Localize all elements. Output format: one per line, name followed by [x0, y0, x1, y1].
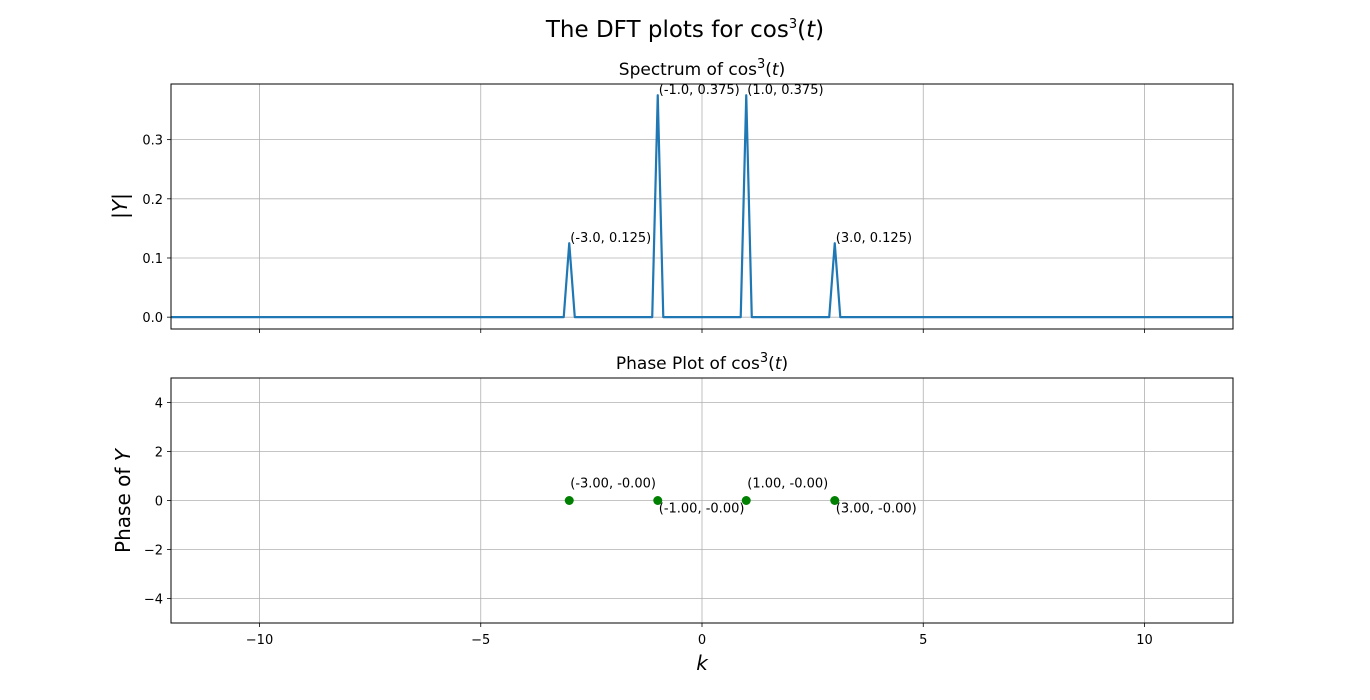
spectrum-line	[171, 94, 1233, 319]
spectrum-peak-label: (-1.0, 0.375)	[659, 83, 740, 98]
spectrum-ylabel: |Y|	[108, 193, 132, 219]
phase-grid	[171, 378, 1233, 623]
phase-axes-frame	[170, 377, 1234, 624]
phase-x-tick-label: −5	[471, 633, 490, 648]
phase-point-label: (-1.00, -0.00)	[659, 502, 745, 517]
phase-y-tick-label: 2	[155, 446, 163, 461]
spectrum-axes-frame	[170, 83, 1234, 330]
phase-xlabel: k	[696, 651, 709, 675]
phase-point	[741, 496, 751, 505]
phase-x-tick-label: 5	[919, 633, 927, 648]
spectrum-title: Spectrum of cos3(t)	[619, 57, 785, 80]
spectrum-peak-label: (1.0, 0.375)	[747, 83, 823, 98]
figure-title: The DFT plots for cos3(t)	[545, 17, 824, 43]
phase-data: (-3.00, -0.00)(-1.00, -0.00)(1.00, -0.00…	[564, 477, 917, 517]
phase-point	[564, 496, 574, 505]
spectrum-y-tick-label: 0.3	[142, 134, 163, 149]
spectrum-y-tick-label: 0.2	[142, 193, 163, 208]
phase-point	[653, 496, 663, 505]
phase-y-tick-label: −4	[144, 593, 163, 608]
phase-ylabel: Phase of Y	[111, 447, 135, 553]
phase-ticks: −10 −5 0 5 10 −4 −2 0 2 4	[144, 397, 1153, 649]
phase-x-tick-label: 0	[698, 633, 706, 648]
phase-point-label: (1.00, -0.00)	[747, 477, 828, 492]
spectrum-y-tick-label: 0.1	[142, 252, 163, 267]
spectrum-grid	[171, 84, 1233, 329]
spectrum-data: (-3.0, 0.125) (-1.0, 0.375) (1.0, 0.375) (3…	[171, 83, 1233, 319]
phase-y-tick-label: −2	[144, 544, 163, 559]
spectrum-ticks: 0.0 0.1 0.2 0.3	[142, 134, 1145, 333]
phase-point	[830, 496, 840, 505]
phase-plot: Phase Plot of cos3(t) −10 −5 0 5 10 −4 −2 0 2 4 (…	[111, 351, 1234, 675]
spectrum-y-tick-label: 0.0	[142, 311, 163, 326]
spectrum-peak-label: (3.0, 0.125)	[836, 231, 912, 246]
spectrum-plot: Spectrum of cos3(t) 0.0 0.1 0.2 0.3 (-3.0, …	[108, 57, 1234, 333]
spectrum-peak-label: (-3.0, 0.125)	[570, 231, 651, 246]
phase-y-tick-label: 0	[155, 495, 163, 510]
phase-point-label: (3.00, -0.00)	[836, 502, 917, 517]
phase-y-tick-label: 4	[155, 397, 163, 412]
phase-title: Phase Plot of cos3(t)	[616, 351, 788, 374]
phase-x-tick-label: −10	[246, 633, 273, 648]
phase-x-tick-label: 10	[1136, 633, 1153, 648]
phase-point-label: (-3.00, -0.00)	[570, 477, 656, 492]
